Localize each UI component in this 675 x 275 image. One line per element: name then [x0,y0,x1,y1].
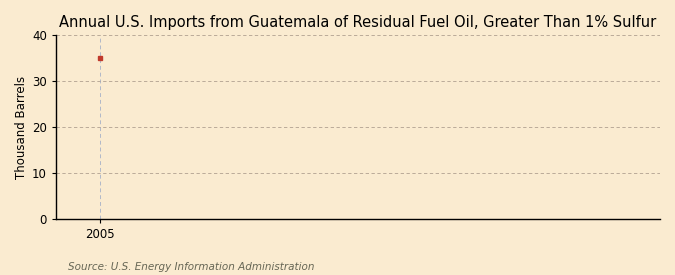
Text: Source: U.S. Energy Information Administration: Source: U.S. Energy Information Administ… [68,262,314,272]
Title: Annual U.S. Imports from Guatemala of Residual Fuel Oil, Greater Than 1% Sulfur: Annual U.S. Imports from Guatemala of Re… [59,15,657,30]
Y-axis label: Thousand Barrels: Thousand Barrels [15,75,28,178]
